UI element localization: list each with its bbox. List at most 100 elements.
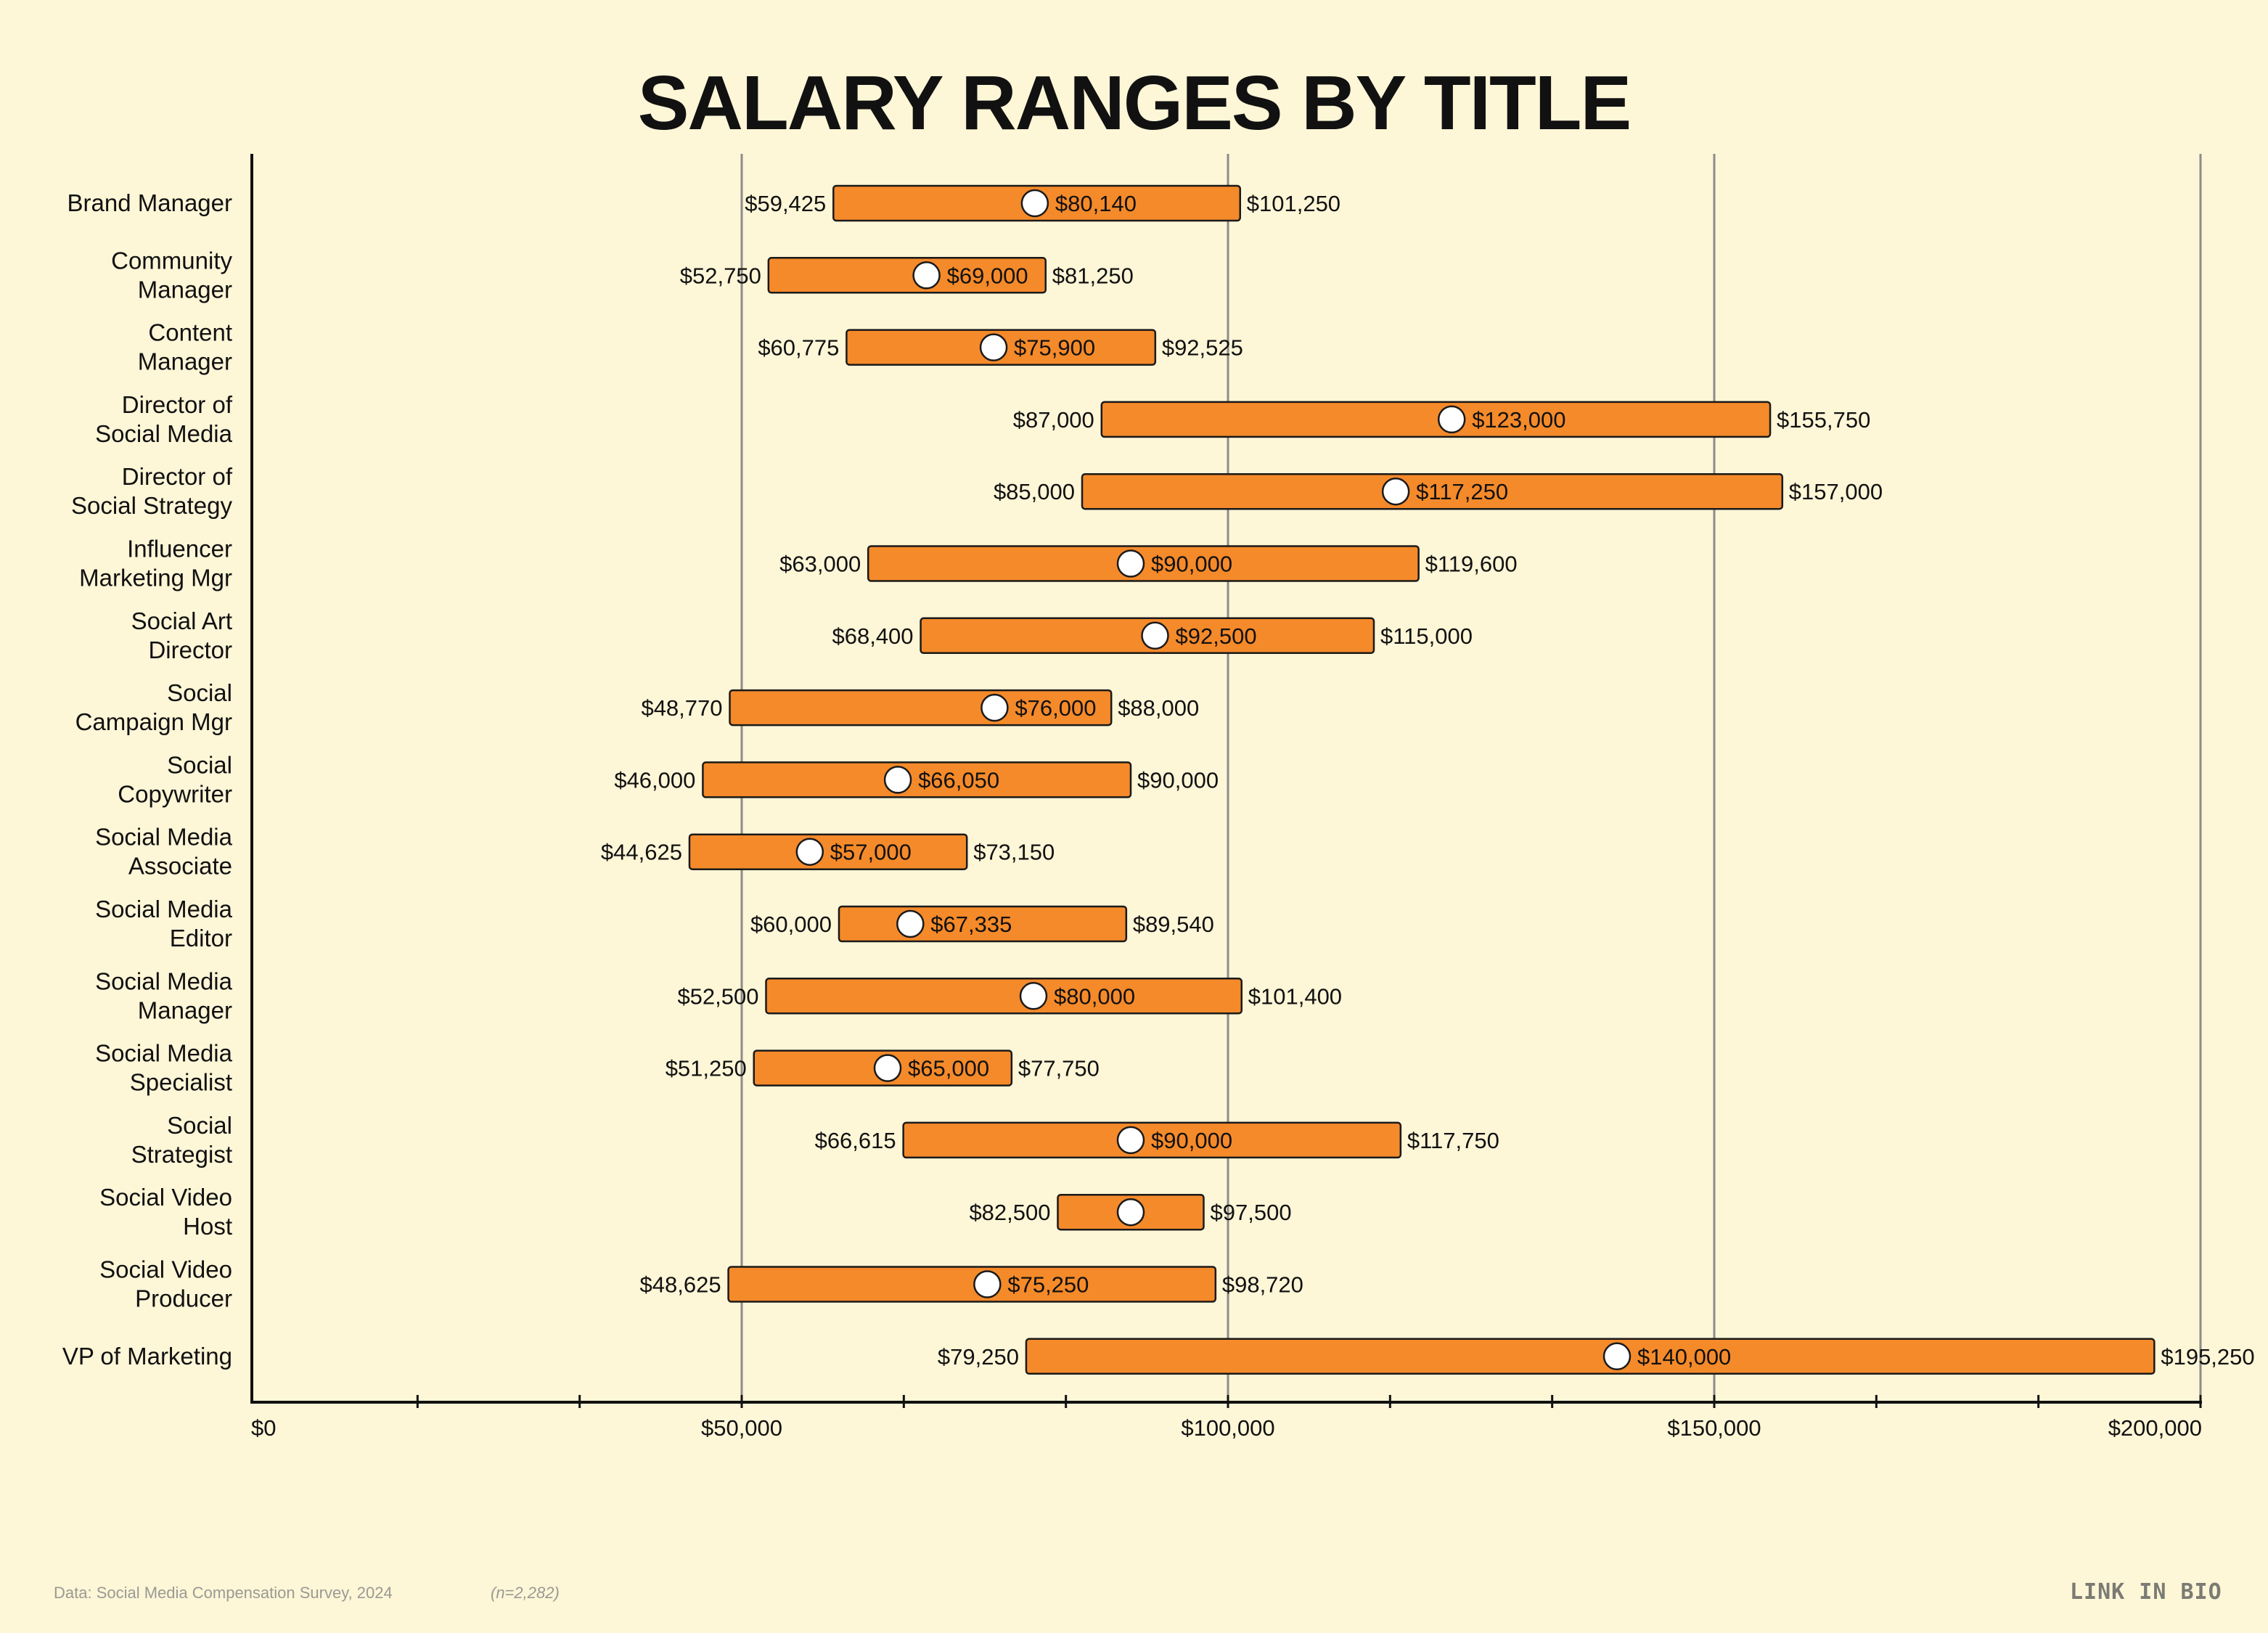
row-title: Marketing Mgr (79, 565, 232, 592)
median-marker (873, 1054, 902, 1082)
row-title: Brand Manager (67, 189, 232, 216)
median-marker (795, 838, 824, 866)
median-marker (981, 693, 1009, 722)
row-title: Social Strategy (71, 492, 232, 519)
median-salary-label: $75,250 (1007, 1272, 1089, 1298)
median-salary-label: $90,000 (1151, 552, 1232, 577)
median-marker (883, 766, 912, 794)
min-salary-label: $85,000 (994, 479, 1075, 504)
min-salary-label: $48,625 (640, 1272, 721, 1298)
min-salary-label: $46,000 (614, 767, 695, 793)
min-salary-label: $48,770 (641, 695, 722, 721)
median-marker (1020, 189, 1049, 218)
median-salary-label: $92,500 (1176, 623, 1257, 649)
max-salary-label: $195,250 (2161, 1344, 2254, 1370)
median-marker (1019, 982, 1048, 1010)
salary-range-bar (702, 761, 1132, 798)
row-title: VP of Marketing (62, 1343, 232, 1370)
median-salary-label: $69,000 (947, 263, 1028, 288)
row-title: Social (167, 679, 232, 706)
row-title: Social Media (95, 824, 233, 851)
max-salary-label: $117,750 (1407, 1128, 1499, 1153)
max-salary-label: $101,250 (1247, 191, 1340, 216)
max-salary-label: $98,720 (1222, 1272, 1303, 1298)
link-in-bio-logo: LINK IN BIO (2070, 1579, 2222, 1605)
median-marker (912, 261, 941, 290)
median-salary-label: $80,140 (1055, 191, 1137, 216)
median-marker (1381, 477, 1410, 506)
salary-range-bar (727, 1266, 1217, 1303)
min-salary-label: $60,775 (758, 335, 839, 361)
min-salary-label: $52,500 (677, 983, 758, 1009)
min-salary-label: $82,500 (969, 1200, 1050, 1225)
median-marker (979, 333, 1008, 361)
row-title: Influencer (127, 536, 232, 562)
chart-title: SALARY RANGES BY TITLE (637, 60, 1632, 146)
max-salary-label: $90,000 (1137, 767, 1219, 793)
row-title: Social (167, 1112, 232, 1139)
median-salary-label: $140,000 (1637, 1344, 1731, 1370)
median-salary-label: $75,900 (1014, 335, 1095, 361)
row-title: Social (167, 751, 232, 778)
median-marker (1437, 405, 1466, 434)
median-marker (1116, 1126, 1145, 1155)
x-tick-label: $50,000 (701, 1415, 782, 1441)
x-tick-label: $200,000 (2108, 1415, 2202, 1441)
salary-range-bar (767, 257, 1047, 294)
salary-range-bar (688, 833, 968, 870)
median-salary-label: $76,000 (1015, 695, 1096, 721)
max-salary-label: $88,000 (1118, 695, 1199, 721)
min-salary-label: $87,000 (1013, 407, 1094, 433)
median-salary-label: $57,000 (830, 840, 912, 865)
median-salary-label: $117,250 (1416, 479, 1508, 504)
row-title: Campaign Mgr (75, 708, 232, 735)
max-salary-label: $77,750 (1018, 1056, 1100, 1081)
max-salary-label: $92,525 (1162, 335, 1243, 361)
row-title: Director (148, 637, 232, 663)
row-title: Social Media (95, 420, 233, 447)
row-title: Director of (122, 463, 233, 490)
median-marker (896, 909, 925, 938)
row-title: Associate (128, 853, 232, 880)
max-salary-label: $157,000 (1789, 479, 1883, 504)
max-salary-label: $97,500 (1211, 1200, 1292, 1225)
max-salary-label: $89,540 (1133, 912, 1214, 937)
median-marker (973, 1270, 1002, 1298)
median-marker (1602, 1342, 1632, 1371)
row-title: Community (111, 247, 232, 274)
max-salary-label: $81,250 (1052, 263, 1134, 288)
median-salary-label: $65,000 (908, 1056, 989, 1081)
salary-range-bar (1081, 472, 1784, 510)
min-salary-label: $66,615 (815, 1128, 896, 1153)
row-title: Editor (170, 925, 232, 951)
row-title: Content (148, 319, 232, 346)
row-title: Social Media (95, 967, 233, 994)
min-salary-label: $59,425 (745, 191, 826, 216)
row-title: Manager (138, 276, 232, 303)
row-title: Copywriter (118, 780, 232, 807)
row-title: Producer (135, 1285, 232, 1312)
min-salary-label: $63,000 (779, 552, 861, 577)
min-salary-label: $52,750 (680, 263, 761, 288)
salary-range-bar (765, 978, 1243, 1015)
salary-range-bar (902, 1121, 1402, 1159)
median-marker (1141, 621, 1169, 650)
max-salary-label: $73,150 (973, 840, 1055, 865)
median-marker (1116, 549, 1145, 578)
median-salary-label: $90,000 (1151, 1128, 1232, 1153)
max-salary-label: $119,600 (1425, 552, 1518, 577)
max-salary-label: $101,400 (1248, 983, 1342, 1009)
x-tick-label: $150,000 (1667, 1415, 1761, 1441)
median-salary-label: $67,335 (930, 912, 1012, 937)
min-salary-label: $44,625 (601, 840, 682, 865)
salary-range-bar (1025, 1338, 2156, 1375)
sample-size-note: (n=2,282) (491, 1584, 560, 1602)
row-title: Social Media (95, 896, 233, 922)
row-title: Manager (138, 996, 232, 1023)
median-marker (1116, 1198, 1145, 1227)
median-salary-label: $66,050 (918, 767, 999, 793)
row-title: Social Media (95, 1040, 233, 1067)
x-tick-label: $0 (251, 1415, 276, 1441)
row-title: Strategist (131, 1141, 232, 1168)
